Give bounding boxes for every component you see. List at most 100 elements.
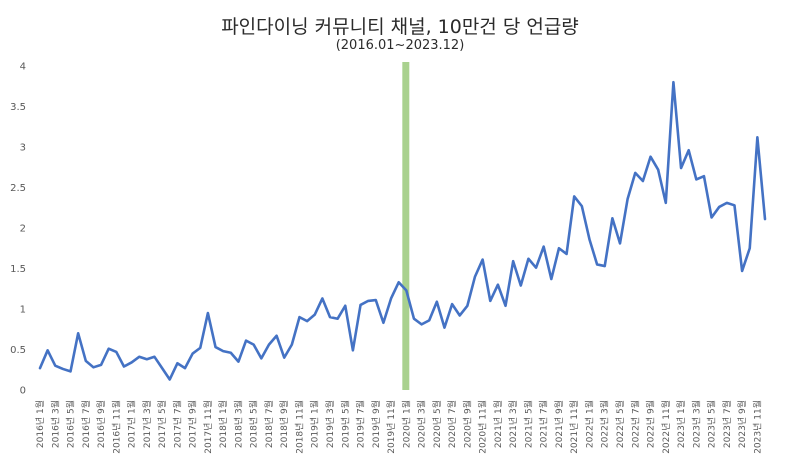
data-point <box>169 378 171 380</box>
x-tick-label: 2017년 5월 <box>156 400 168 448</box>
x-tick-label: 2022년 9월 <box>645 400 657 448</box>
data-point <box>466 305 468 307</box>
x-tick-label: 2018년 11월 <box>293 400 305 454</box>
x-tick-label: 2016년 1월 <box>34 400 46 448</box>
data-point <box>214 346 216 348</box>
data-point <box>413 318 415 320</box>
data-point <box>161 367 163 369</box>
data-point <box>504 305 506 307</box>
x-tick-label: 2022년 11월 <box>660 400 672 454</box>
y-tick-label: 3.5 <box>10 102 26 113</box>
data-point <box>115 351 117 353</box>
x-tick-label: 2019년 5월 <box>339 400 351 448</box>
data-point <box>634 172 636 174</box>
data-point <box>314 313 316 315</box>
data-point <box>298 316 300 318</box>
y-tick-label: 0 <box>20 386 26 397</box>
x-tick-label: 2020년 11월 <box>477 400 489 454</box>
data-point <box>604 265 606 267</box>
data-point <box>741 270 743 272</box>
data-point <box>520 284 522 286</box>
data-point <box>321 297 323 299</box>
data-point <box>92 366 94 368</box>
data-point <box>657 168 659 170</box>
data-point <box>291 343 293 345</box>
data-point <box>306 320 308 322</box>
data-point <box>54 365 56 367</box>
data-point <box>344 305 346 307</box>
x-tick-label: 2023년 9월 <box>736 400 748 448</box>
chart-title: 파인다이닝 커뮤니티 채널, 10만건 당 언급량 <box>221 16 579 38</box>
x-axis: 2016년 1월 2016년 3월 2016년 5월 2016년 7월 2016년 9월… <box>34 400 763 454</box>
data-point <box>642 180 644 182</box>
data-point <box>749 247 751 249</box>
data-point <box>375 299 377 301</box>
x-tick-label: 2023년 1월 <box>675 400 687 448</box>
data-point <box>69 370 71 372</box>
data-point <box>451 303 453 305</box>
x-tick-label: 2023년 7월 <box>721 400 733 448</box>
data-point <box>77 332 79 334</box>
x-tick-label: 2019년 11월 <box>385 400 397 454</box>
x-tick-label: 2018년 9월 <box>278 400 290 448</box>
data-point <box>703 175 705 177</box>
x-tick-label: 2023년 11월 <box>751 400 763 454</box>
data-point <box>665 202 667 204</box>
x-tick-label: 2020년 5월 <box>431 400 443 448</box>
x-tick-label: 2020년 3월 <box>416 400 428 448</box>
x-tick-label: 2023년 5월 <box>706 400 718 448</box>
x-tick-label: 2020년 1월 <box>400 400 412 448</box>
data-point <box>176 362 178 364</box>
x-tick-label: 2016년 7월 <box>80 400 92 448</box>
x-tick-label: 2023년 3월 <box>690 400 702 448</box>
x-tick-label: 2021년 9월 <box>553 400 565 448</box>
x-tick-label: 2019년 1월 <box>309 400 321 448</box>
x-tick-label: 2019년 7월 <box>355 400 367 448</box>
x-tick-label: 2022년 7월 <box>629 400 641 448</box>
data-point <box>443 326 445 328</box>
x-tick-label: 2018년 5월 <box>248 400 260 448</box>
data-point <box>39 367 41 369</box>
x-tick-label: 2016년 9월 <box>95 400 107 448</box>
data-point <box>527 258 529 260</box>
data-point <box>130 361 132 363</box>
data-point <box>336 318 338 320</box>
x-tick-label: 2017년 3월 <box>141 400 153 448</box>
series-line <box>38 80 767 381</box>
data-point <box>237 360 239 362</box>
data-point <box>474 275 476 277</box>
y-tick-label: 1 <box>20 305 26 316</box>
x-tick-label: 2021년 1월 <box>492 400 504 448</box>
data-point <box>405 289 407 291</box>
x-tick-label: 2016년 11월 <box>110 400 122 454</box>
data-point <box>62 368 64 370</box>
data-point <box>718 206 720 208</box>
data-point <box>672 81 674 83</box>
data-point <box>497 284 499 286</box>
y-tick-label: 2 <box>20 224 26 235</box>
y-axis: 0 0.5 1 1.5 2 2.5 3 3.5 4 <box>10 62 26 397</box>
x-tick-label: 2018년 3월 <box>232 400 244 448</box>
x-tick-label: 2018년 7월 <box>263 400 275 448</box>
data-point <box>428 319 430 321</box>
data-point <box>420 323 422 325</box>
data-point <box>558 247 560 249</box>
data-point <box>390 297 392 299</box>
x-tick-label: 2021년 3월 <box>507 400 519 448</box>
data-point <box>138 356 140 358</box>
x-tick-label: 2016년 5월 <box>65 400 77 448</box>
series-layer <box>38 62 767 390</box>
x-tick-label: 2020년 7월 <box>446 400 458 448</box>
data-point <box>230 352 232 354</box>
data-point <box>382 322 384 324</box>
data-point <box>222 350 224 352</box>
data-point <box>207 312 209 314</box>
data-point <box>733 204 735 206</box>
data-point <box>756 136 758 138</box>
data-point <box>199 347 201 349</box>
data-point <box>535 266 537 268</box>
y-tick-label: 1.5 <box>10 264 26 275</box>
data-point <box>268 343 270 345</box>
x-tick-label: 2017년 1월 <box>126 400 138 448</box>
